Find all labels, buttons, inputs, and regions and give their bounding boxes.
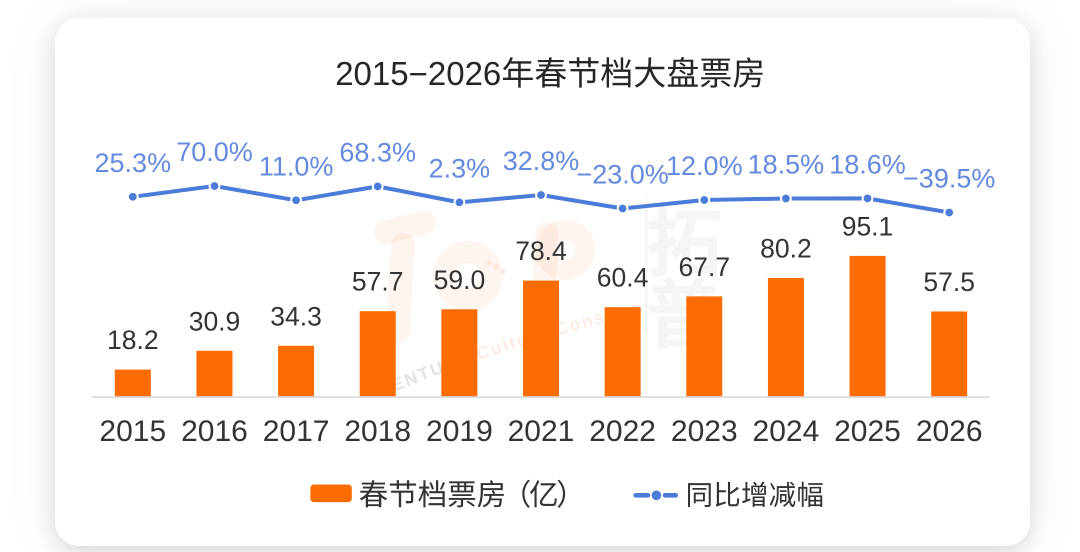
svg-text:2015: 2015 <box>99 415 166 448</box>
svg-text:30.9: 30.9 <box>189 306 241 336</box>
svg-text:32.8%: 32.8% <box>503 146 580 176</box>
svg-text:2024: 2024 <box>753 415 820 448</box>
svg-text:2021: 2021 <box>508 415 575 448</box>
svg-text:18.6%: 18.6% <box>829 149 906 179</box>
svg-text:18.2: 18.2 <box>107 325 159 355</box>
svg-text:−39.5%: −39.5% <box>903 164 995 194</box>
svg-text:2017: 2017 <box>263 415 330 448</box>
svg-text:34.3: 34.3 <box>270 301 322 331</box>
svg-text:2025: 2025 <box>834 415 901 448</box>
svg-text:18.5%: 18.5% <box>748 150 825 180</box>
svg-text:67.7: 67.7 <box>679 252 731 282</box>
svg-text:2018: 2018 <box>344 415 411 448</box>
svg-text:78.4: 78.4 <box>515 236 567 266</box>
svg-text:2022: 2022 <box>589 415 656 448</box>
svg-text:2015−2026: 2015−2026 <box>335 55 501 92</box>
svg-text:95.1: 95.1 <box>842 211 894 241</box>
svg-text:11.0%: 11.0% <box>259 151 334 181</box>
svg-text:68.3%: 68.3% <box>339 137 416 167</box>
svg-text:25.3%: 25.3% <box>95 148 172 178</box>
svg-text:59.0: 59.0 <box>434 265 486 295</box>
svg-text:60.4: 60.4 <box>597 263 649 293</box>
svg-text:80.2: 80.2 <box>760 233 812 263</box>
svg-text:70.0%: 70.0% <box>176 137 253 167</box>
svg-text:2.3%: 2.3% <box>429 153 491 183</box>
svg-text:2016: 2016 <box>181 415 248 448</box>
svg-text:−23.0%: −23.0% <box>576 160 668 190</box>
svg-text:2026: 2026 <box>916 415 983 448</box>
svg-text:57.5: 57.5 <box>923 267 975 297</box>
svg-text:2019: 2019 <box>426 415 493 448</box>
svg-text:57.7: 57.7 <box>352 267 404 297</box>
svg-text:2023: 2023 <box>671 415 738 448</box>
svg-text:12.0%: 12.0% <box>666 151 743 181</box>
